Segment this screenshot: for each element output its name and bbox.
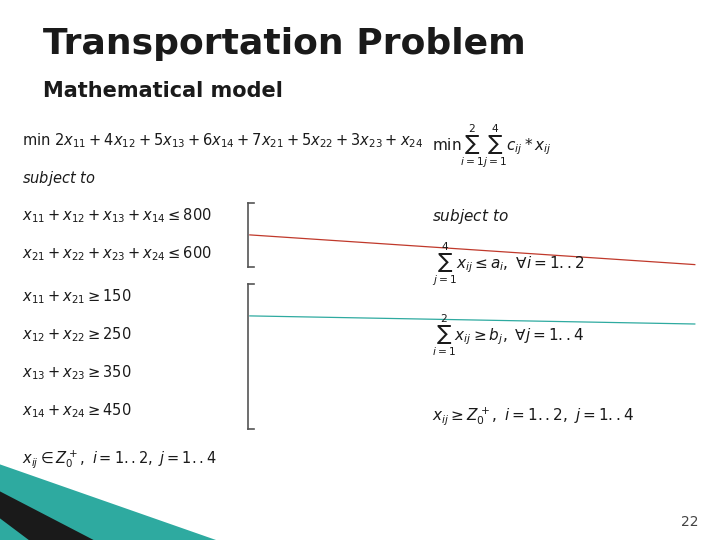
Text: $\sum_{i=1}^{2} x_{ij} \geq b_j,\ \forall j = 1..4$: $\sum_{i=1}^{2} x_{ij} \geq b_j,\ \foral… xyxy=(432,312,585,357)
Text: $subject\ to$: $subject\ to$ xyxy=(432,206,509,226)
Text: $x_{14} + x_{24} \geq 450$: $x_{14} + x_{24} \geq 450$ xyxy=(22,401,131,420)
Polygon shape xyxy=(0,464,216,540)
Text: Transportation Problem: Transportation Problem xyxy=(43,27,526,61)
Text: 22: 22 xyxy=(681,515,698,529)
Text: $x_{11} + x_{21} \geq 150$: $x_{11} + x_{21} \geq 150$ xyxy=(22,288,131,306)
Text: $x_{ij} \in Z_0^+,\ i = 1..2,\ j = 1..4$: $x_{ij} \in Z_0^+,\ i = 1..2,\ j = 1..4$ xyxy=(22,448,216,470)
Text: $x_{ij} \geq Z_0^+,\ i = 1..2,\ j = 1..4$: $x_{ij} \geq Z_0^+,\ i = 1..2,\ j = 1..4… xyxy=(432,405,634,427)
Text: $x_{11} + x_{12} + x_{13} + x_{14} \leq 800$: $x_{11} + x_{12} + x_{13} + x_{14} \leq … xyxy=(22,207,211,225)
Text: $\sum_{j=1}^{4} x_{ij} \leq a_i,\ \forall i = 1..2$: $\sum_{j=1}^{4} x_{ij} \leq a_i,\ \foral… xyxy=(432,241,585,288)
Text: $x_{12} + x_{22} \geq 250$: $x_{12} + x_{22} \geq 250$ xyxy=(22,326,131,344)
Polygon shape xyxy=(0,491,94,540)
Text: $x_{13} + x_{23} \geq 350$: $x_{13} + x_{23} \geq 350$ xyxy=(22,363,131,382)
Text: $\min\ 2x_{11} + 4x_{12} + 5x_{13} + 6x_{14} + 7x_{21} + 5x_{22} + 3x_{23} + x_{: $\min\ 2x_{11} + 4x_{12} + 5x_{13} + 6x_… xyxy=(22,131,423,150)
Text: $x_{21} + x_{22} + x_{23} + x_{24} \leq 600$: $x_{21} + x_{22} + x_{23} + x_{24} \leq … xyxy=(22,245,211,263)
Text: $\min \sum_{i=1}^{2}\sum_{j=1}^{4} c_{ij} * x_{ij}$: $\min \sum_{i=1}^{2}\sum_{j=1}^{4} c_{ij… xyxy=(432,122,552,170)
Text: Mathematical model: Mathematical model xyxy=(43,81,283,101)
Text: $subject\ to$: $subject\ to$ xyxy=(22,168,95,188)
